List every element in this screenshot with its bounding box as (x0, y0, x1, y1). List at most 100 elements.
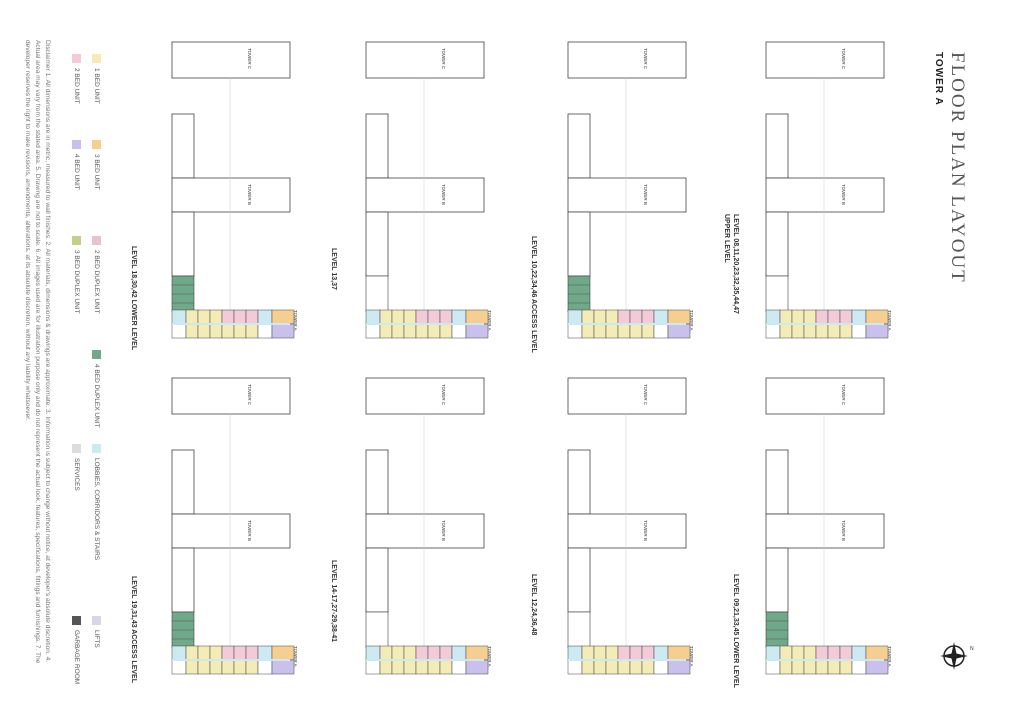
tower-a-unit (605, 645, 619, 661)
tower-a-unit (415, 309, 429, 325)
tower-b-block (765, 177, 885, 213)
tower-a-unit (765, 645, 781, 661)
tower-c-block (567, 377, 687, 415)
tower-a-unit (827, 659, 841, 675)
legend-label: LOBBIES, CORRIDORS & STAIRS (93, 458, 100, 561)
tower-a-unit (391, 645, 405, 661)
tower-a-unit (391, 309, 405, 325)
tower-c-block (567, 41, 687, 79)
level-label: LEVEL 08,11,20,23,32,35,44,47 UPPER LEVE… (723, 214, 739, 314)
tower-a-unit (391, 323, 405, 339)
legend-swatch (72, 444, 81, 453)
tower-a-unit (605, 659, 619, 675)
tower-a-unit (865, 659, 889, 675)
tower-a-unit (171, 323, 187, 339)
tower-a-unit (221, 309, 235, 325)
tower-a-unit (653, 323, 669, 339)
tower-a-unit (851, 659, 867, 675)
compass-icon: N (940, 642, 974, 670)
level-label: LEVEL 12,24,36,48 (530, 574, 537, 636)
tower-spine-lower (567, 211, 591, 277)
tower-a-unit (185, 659, 199, 675)
tower-b-block (365, 177, 485, 213)
tower-a-unit (271, 645, 295, 661)
tower-c-label: TOWER C (841, 384, 846, 406)
floor-plan-6: TOWER C TOWER B TOWER A (365, 377, 492, 675)
tower-a-unit (605, 309, 619, 325)
tower-a-unit (185, 309, 199, 325)
tower-a-unit (365, 323, 381, 339)
level-label: LEVEL 10,22,34,46 ACCESS LEVEL (530, 236, 537, 353)
legend-swatch (92, 616, 101, 625)
tower-a-unit (803, 659, 817, 675)
tower-a-label: TOWER A (689, 646, 694, 667)
disclaimer-text: Disclaimer 1. All dimensions are in metr… (24, 40, 51, 664)
tower-b-label: TOWER B (247, 184, 252, 205)
tower-a-unit (803, 309, 817, 325)
tower-a-unit (567, 659, 583, 675)
tower-a-unit (451, 645, 467, 661)
tower-a-unit (779, 645, 793, 661)
tower-a-unit (851, 645, 867, 661)
tower-c-block (765, 41, 885, 79)
tower-a-unit (593, 659, 607, 675)
tower-a-unit (185, 323, 199, 339)
tower-a-unit (403, 309, 417, 325)
tower-a-unit (439, 323, 453, 339)
tower-a-label: TOWER A (293, 646, 298, 667)
legend-swatch (92, 54, 101, 63)
tower-a-unit (653, 645, 669, 661)
tower-spine-lower (365, 211, 389, 277)
tower-a-unit (617, 645, 631, 661)
tower-a-unit (851, 309, 867, 325)
tower-c-label: TOWER C (643, 48, 648, 70)
tower-a-unit (233, 309, 247, 325)
legend-label: 4 BED UNIT (73, 154, 80, 190)
tower-a-unit (451, 323, 467, 339)
tower-a-unit (567, 323, 583, 339)
tower-a-unit (839, 659, 853, 675)
tower-a-unit (439, 659, 453, 675)
legend-label: GARBAGE ROOM (73, 630, 80, 685)
legend-label: 4 BED DUPLEX UNIT (93, 364, 100, 428)
tower-c-block (171, 41, 291, 79)
tower-spine (765, 449, 789, 515)
tower-c-label: TOWER C (441, 384, 446, 406)
tower-b-label: TOWER B (643, 520, 648, 541)
tower-b-block (765, 513, 885, 549)
tower-a-unit (465, 645, 489, 661)
tower-a-unit (379, 323, 393, 339)
floor-plan-2: TOWER C TOWER B TOWER A (765, 377, 892, 675)
tower-b-block (567, 177, 687, 213)
legend-swatch (72, 140, 81, 149)
tower-a-unit (271, 323, 295, 339)
tower-spine-lower (171, 211, 195, 277)
tower-b-label: TOWER B (441, 184, 446, 205)
tower-a-label: TOWER A (487, 310, 492, 331)
tower-a-unit (427, 323, 441, 339)
tower-a-unit (803, 645, 817, 661)
tower-a-unit (465, 309, 489, 325)
tower-a-unit (605, 323, 619, 339)
legend-label: SERVICES (73, 458, 80, 491)
tower-a-unit (221, 323, 235, 339)
tower-a-unit (185, 645, 199, 661)
tower-a-unit (765, 309, 781, 325)
tower-a-unit (779, 323, 793, 339)
tower-a-unit (439, 645, 453, 661)
tower-a-unit (403, 323, 417, 339)
tower-a-unit (667, 645, 691, 661)
tower-a-unit (629, 323, 643, 339)
floor-plan-5: TOWER C TOWER B TOWER A (365, 41, 492, 339)
tower-a-unit (197, 323, 211, 339)
tower-a-unit (209, 323, 223, 339)
tower-spine (171, 449, 195, 515)
floor-plan-1: TOWER C TOWER B TOWER A (765, 41, 892, 339)
tower-a-unit (245, 645, 259, 661)
tower-a-label: TOWER A (689, 310, 694, 331)
tower-b-block (567, 513, 687, 549)
level-label: LEVEL 09,21,33,45 LOWER LEVEL (732, 574, 739, 688)
tower-a-unit (593, 309, 607, 325)
tower-a-unit (257, 645, 273, 661)
